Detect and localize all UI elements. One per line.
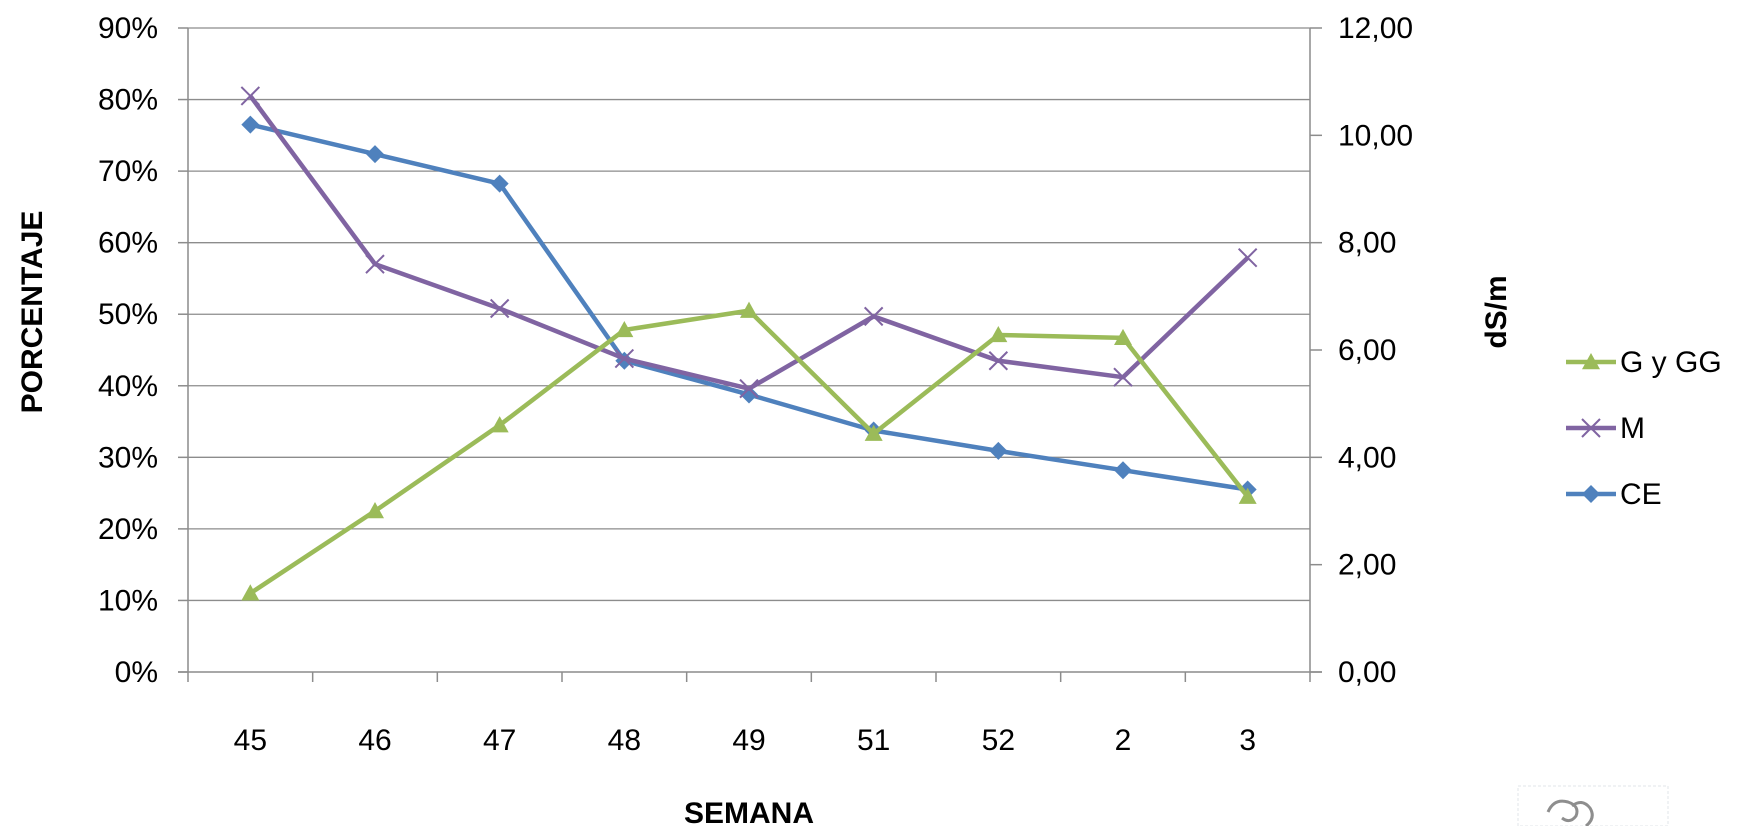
series-ce: [241, 115, 1257, 499]
x-tick-label: 48: [608, 724, 641, 757]
x-tick-label: 3: [1239, 724, 1256, 757]
series-m: [240, 86, 1258, 399]
marker-stroke: [614, 348, 635, 369]
marker-stroke: [1581, 418, 1601, 438]
data-point-marker: [615, 320, 634, 338]
marker-stroke: [988, 351, 1009, 371]
x-tick-label: 47: [483, 724, 516, 757]
legend-item: CE: [1566, 478, 1662, 511]
data-point-marker: [614, 348, 635, 369]
legend-label: G y GG: [1620, 346, 1722, 379]
x-tick-label: 2: [1115, 724, 1132, 757]
data-point-marker: [739, 378, 759, 399]
data-point-marker: [1582, 353, 1600, 370]
series-line: [249, 308, 1250, 596]
y-tick-label: 20%: [98, 513, 158, 546]
y2-tick-label: 10,00: [1338, 119, 1413, 152]
data-point-marker: [489, 298, 510, 319]
data-point-marker: [1582, 485, 1600, 503]
legend-item: G y GG: [1566, 346, 1722, 379]
y2-tick-label: 4,00: [1338, 441, 1396, 474]
data-point-marker: [864, 424, 883, 441]
data-point-marker: [241, 584, 260, 601]
x-axis-title: SEMANA: [684, 797, 814, 826]
y-axis-title: PORCENTAJE: [16, 211, 49, 414]
y-tick-label: 90%: [98, 12, 158, 45]
marker-stroke: [240, 86, 261, 106]
y2-tick-label: 6,00: [1338, 334, 1396, 367]
data-point-marker: [490, 174, 509, 193]
x-tick-label: 46: [358, 724, 391, 757]
y-tick-label: 40%: [98, 370, 158, 403]
data-point-marker: [863, 306, 884, 327]
data-point-marker: [740, 385, 758, 404]
data-point-marker: [1237, 247, 1258, 268]
data-point-marker: [1581, 418, 1601, 438]
data-point-marker: [989, 441, 1008, 460]
data-point-marker: [365, 254, 385, 274]
series-g-y-gg: [241, 301, 1257, 601]
tick-labels: 0% 10% 20% 30% 40% 50% 60% 70% 80% 90% 0,00 2,00 4,0…: [98, 12, 1413, 757]
marker-stroke: [489, 298, 510, 319]
data-point-marker: [740, 301, 758, 318]
data-point-marker: [989, 325, 1008, 343]
data-point-marker: [240, 86, 261, 106]
y-tick-label: 50%: [98, 298, 158, 331]
marker-stroke: [739, 378, 759, 399]
data-point-marker: [1114, 328, 1132, 346]
y2-axis-title: dS/m: [1480, 275, 1513, 348]
data-point-marker: [1238, 487, 1257, 504]
x-tick-label: 45: [234, 724, 267, 757]
data-point-marker: [988, 351, 1009, 371]
y2-tick-label: 2,00: [1338, 549, 1396, 582]
marker-stroke: [365, 254, 385, 274]
y2-tick-label: 8,00: [1338, 227, 1396, 260]
legend-label: M: [1620, 412, 1645, 445]
x-tick-label: 49: [732, 724, 765, 757]
data-point-marker: [1114, 461, 1132, 480]
data-point-marker: [366, 145, 384, 164]
y-tick-label: 80%: [98, 84, 158, 117]
data-point-marker: [1113, 367, 1133, 387]
y-tick-label: 10%: [98, 584, 158, 617]
marker-stroke: [863, 306, 884, 327]
x-tick-label: 52: [982, 724, 1015, 757]
y-tick-label: 70%: [98, 155, 158, 188]
marker-stroke: [1237, 247, 1258, 268]
y-tick-label: 60%: [98, 227, 158, 260]
legend-item: M: [1566, 412, 1645, 445]
series-lines: [240, 86, 1258, 601]
data-point-marker: [490, 416, 509, 433]
x-tick-label: 51: [857, 724, 890, 757]
y-tick-label: 30%: [98, 441, 158, 474]
logo-icon: [1517, 785, 1669, 828]
data-point-marker: [366, 502, 384, 519]
data-point-marker: [241, 115, 260, 134]
y2-tick-label: 12,00: [1338, 12, 1413, 45]
legend: G y GG M CE: [1566, 346, 1722, 511]
marker-stroke: [1113, 367, 1133, 387]
y-tick-label: 0%: [115, 656, 158, 689]
axes: [178, 27, 1322, 682]
y2-tick-label: 0,00: [1338, 656, 1396, 689]
legend-label: CE: [1620, 478, 1662, 511]
